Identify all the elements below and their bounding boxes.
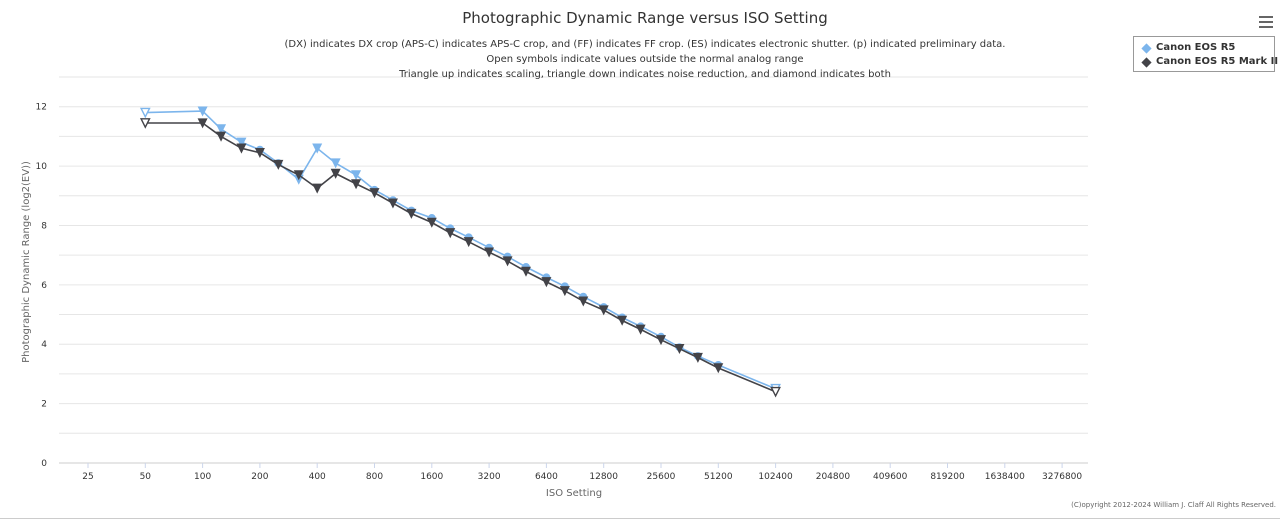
menu-bar (1259, 16, 1273, 18)
x-tick-label: 819200 (930, 472, 965, 482)
legend-label: Canon EOS R5 (1156, 42, 1236, 53)
data-point (216, 131, 227, 142)
x-tick-label: 6400 (535, 472, 558, 482)
series-layer (139, 106, 781, 398)
legend-label: Canon EOS R5 Mark II (1156, 56, 1279, 67)
legend-symbol-icon (1141, 57, 1152, 68)
data-point (139, 107, 151, 119)
data-point (387, 198, 398, 209)
chart-title: Photographic Dynamic Range versus ISO Se… (462, 9, 828, 27)
data-point (216, 124, 227, 135)
data-point (330, 158, 341, 169)
data-point (770, 386, 781, 398)
data-point (463, 237, 474, 248)
subtitle-line: (DX) indicates DX crop (APS-C) indicates… (284, 39, 1006, 50)
y-tick-label: 10 (36, 162, 48, 172)
data-point (559, 286, 570, 297)
x-tick-label: 800 (366, 472, 383, 482)
data-point (502, 256, 513, 267)
y-tick-label: 4 (41, 340, 47, 350)
data-point (692, 352, 703, 363)
data-point (254, 148, 265, 159)
grid-lines (59, 76, 1088, 464)
data-point (674, 343, 685, 355)
divider (0, 518, 1280, 519)
menu-bar (1259, 21, 1273, 23)
data-point (236, 137, 247, 148)
x-tick-label: 102400 (758, 472, 793, 482)
x-tick-label: 1638400 (985, 472, 1025, 482)
x-tick-label: 400 (309, 472, 326, 482)
x-tick-label: 204800 (816, 472, 851, 482)
data-point (426, 217, 437, 228)
x-axis-ticks: 25 50 100 200 400 800 1600 3200 6400 12800 25600 51… (82, 463, 1082, 482)
y-tick-label: 0 (41, 459, 47, 469)
menu-bar (1259, 26, 1273, 28)
data-point (520, 266, 532, 277)
x-tick-label: 51200 (704, 472, 733, 482)
x-tick-label: 3276800 (1042, 472, 1082, 482)
data-point (617, 315, 628, 326)
series-canon-eos-r5-mark-ii (139, 118, 781, 398)
legend-symbol-icon (1141, 43, 1152, 54)
data-point (713, 363, 724, 374)
data-point (293, 170, 304, 181)
data-point (406, 208, 417, 219)
x-tick-label: 3200 (478, 472, 501, 482)
x-tick-label: 1600 (420, 472, 443, 482)
data-point (635, 324, 646, 335)
y-tick-label: 12 (36, 103, 47, 113)
hamburger-menu-icon[interactable] (1257, 13, 1275, 31)
subtitle-line: Open symbols indicate values outside the… (486, 54, 804, 65)
data-point (484, 247, 495, 258)
data-point (197, 106, 208, 117)
y-axis-title: Photographic Dynamic Range (log2(EV)) (21, 161, 32, 363)
x-tick-label: 12800 (589, 472, 618, 482)
x-tick-label: 25600 (647, 472, 676, 482)
data-point (445, 228, 456, 239)
x-tick-label: 409600 (873, 472, 908, 482)
y-tick-label: 8 (41, 221, 47, 231)
data-point (330, 168, 341, 179)
data-point (312, 143, 323, 154)
series-line (145, 122, 776, 393)
data-point (236, 143, 247, 154)
chart-subtitle: (DX) indicates DX crop (APS-C) indicates… (0, 37, 1280, 82)
legend: Canon EOS R5 Canon EOS R5 Mark II (1133, 36, 1279, 72)
x-tick-label: 25 (82, 472, 93, 482)
data-point (273, 159, 284, 170)
x-tick-label: 200 (251, 472, 268, 482)
y-axis-ticks: 0 2 4 6 8 10 12 (36, 103, 48, 469)
data-point (351, 179, 362, 190)
x-tick-label: 100 (194, 472, 211, 482)
data-point (312, 183, 323, 194)
x-axis-title: ISO Setting (546, 488, 602, 499)
y-tick-label: 6 (41, 281, 47, 291)
x-tick-label: 50 (140, 472, 152, 482)
y-tick-label: 2 (41, 400, 47, 410)
data-point (541, 277, 552, 288)
data-point (197, 118, 208, 129)
data-point (598, 305, 609, 316)
copyright-text: (C)opyright 2012-2024 William J. Claff A… (1071, 501, 1276, 509)
data-point (578, 296, 589, 307)
data-point (351, 170, 362, 181)
data-point (139, 118, 151, 129)
data-point (369, 188, 380, 199)
data-point (655, 335, 667, 346)
subtitle-line: Triangle up indicates scaling, triangle … (399, 69, 891, 80)
